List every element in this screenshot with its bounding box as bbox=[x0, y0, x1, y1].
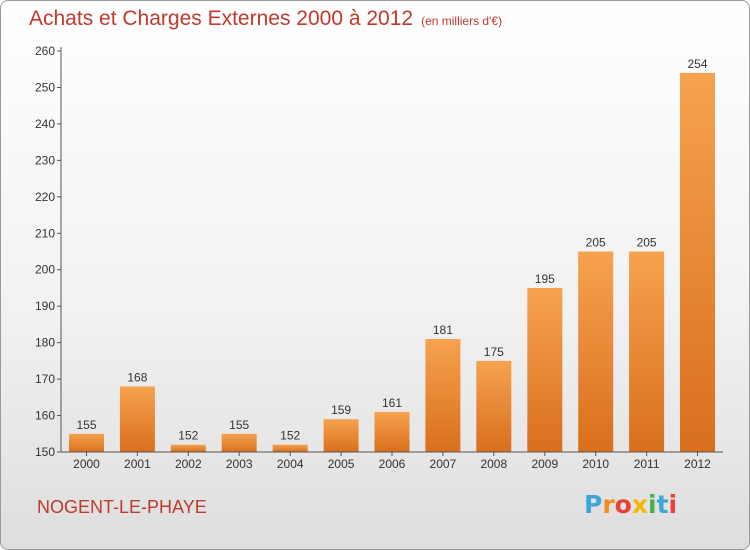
x-tick-label: 2009 bbox=[531, 457, 558, 471]
bar-value-label: 254 bbox=[687, 57, 707, 71]
x-tick-label: 2012 bbox=[684, 457, 711, 471]
logo-letter: x bbox=[631, 490, 648, 519]
bar-2008 bbox=[476, 360, 512, 452]
bar-2003 bbox=[221, 433, 257, 452]
x-tick-label: 2003 bbox=[226, 457, 253, 471]
logo-letter: P bbox=[584, 490, 603, 519]
bar-2009 bbox=[527, 288, 563, 452]
bar-2012 bbox=[680, 72, 715, 453]
y-tick-label: 160 bbox=[35, 409, 55, 423]
x-tick-label: 2001 bbox=[124, 457, 151, 471]
y-tick-label: 180 bbox=[35, 336, 55, 350]
y-tick-label: 150 bbox=[35, 445, 55, 459]
logo-letter: t bbox=[656, 490, 669, 519]
logo-letter: i bbox=[668, 490, 678, 519]
x-tick-label: 2008 bbox=[480, 457, 507, 471]
bar-value-label: 161 bbox=[382, 396, 402, 410]
bar-2000 bbox=[69, 433, 104, 452]
bar-value-label: 205 bbox=[637, 236, 657, 250]
bar-value-label: 155 bbox=[229, 418, 249, 432]
bar-value-label: 205 bbox=[586, 236, 606, 250]
x-tick-label: 2010 bbox=[582, 457, 609, 471]
bar-value-label: 181 bbox=[433, 323, 453, 337]
bar-value-label: 152 bbox=[280, 429, 300, 443]
bar-value-label: 155 bbox=[76, 418, 96, 432]
y-tick-label: 240 bbox=[35, 117, 55, 131]
x-tick-label: 2006 bbox=[379, 457, 406, 471]
bar-2011 bbox=[629, 251, 665, 452]
y-tick-label: 230 bbox=[35, 153, 55, 167]
y-tick-label: 220 bbox=[35, 190, 55, 204]
chart-title-text: Achats et Charges Externes 2000 à 2012 bbox=[29, 7, 414, 30]
place-name: NOGENT-LE-PHAYE bbox=[37, 497, 207, 517]
x-tick-label: 2000 bbox=[73, 457, 100, 471]
bar-2005 bbox=[323, 419, 359, 452]
y-tick-label: 170 bbox=[35, 372, 55, 386]
x-tick-label: 2005 bbox=[328, 457, 355, 471]
bar-2001 bbox=[119, 386, 155, 452]
y-tick-label: 250 bbox=[35, 80, 55, 94]
y-tick-label: 210 bbox=[35, 226, 55, 240]
y-tick-label: 260 bbox=[35, 44, 55, 58]
y-tick-label: 200 bbox=[35, 263, 55, 277]
bar-value-label: 195 bbox=[535, 272, 555, 286]
x-tick-label: 2007 bbox=[430, 457, 457, 471]
logo-letter: i bbox=[648, 490, 657, 519]
y-tick-label: 190 bbox=[35, 299, 55, 313]
x-tick-label: 2004 bbox=[277, 457, 304, 471]
logo-letter: o bbox=[614, 490, 632, 519]
proxiti-logo: Proxiti bbox=[584, 490, 677, 519]
bar-value-label: 152 bbox=[178, 429, 198, 443]
bar-2006 bbox=[374, 411, 410, 452]
x-tick-label: 2011 bbox=[634, 457, 660, 471]
bar-value-label: 159 bbox=[331, 403, 351, 417]
bar-2004 bbox=[272, 444, 308, 452]
chart-title: Achats et Charges Externes 2000 à 2012 (e… bbox=[29, 7, 502, 31]
bar-value-label: 168 bbox=[127, 370, 147, 384]
logo-letter: r bbox=[602, 490, 615, 519]
bar-2007 bbox=[425, 339, 461, 452]
bar-2010 bbox=[578, 251, 614, 452]
bar-2002 bbox=[170, 444, 206, 452]
chart-subtitle: (en milliers d'€) bbox=[421, 14, 503, 28]
x-tick-label: 2002 bbox=[175, 457, 202, 471]
bar-value-label: 175 bbox=[484, 345, 504, 359]
